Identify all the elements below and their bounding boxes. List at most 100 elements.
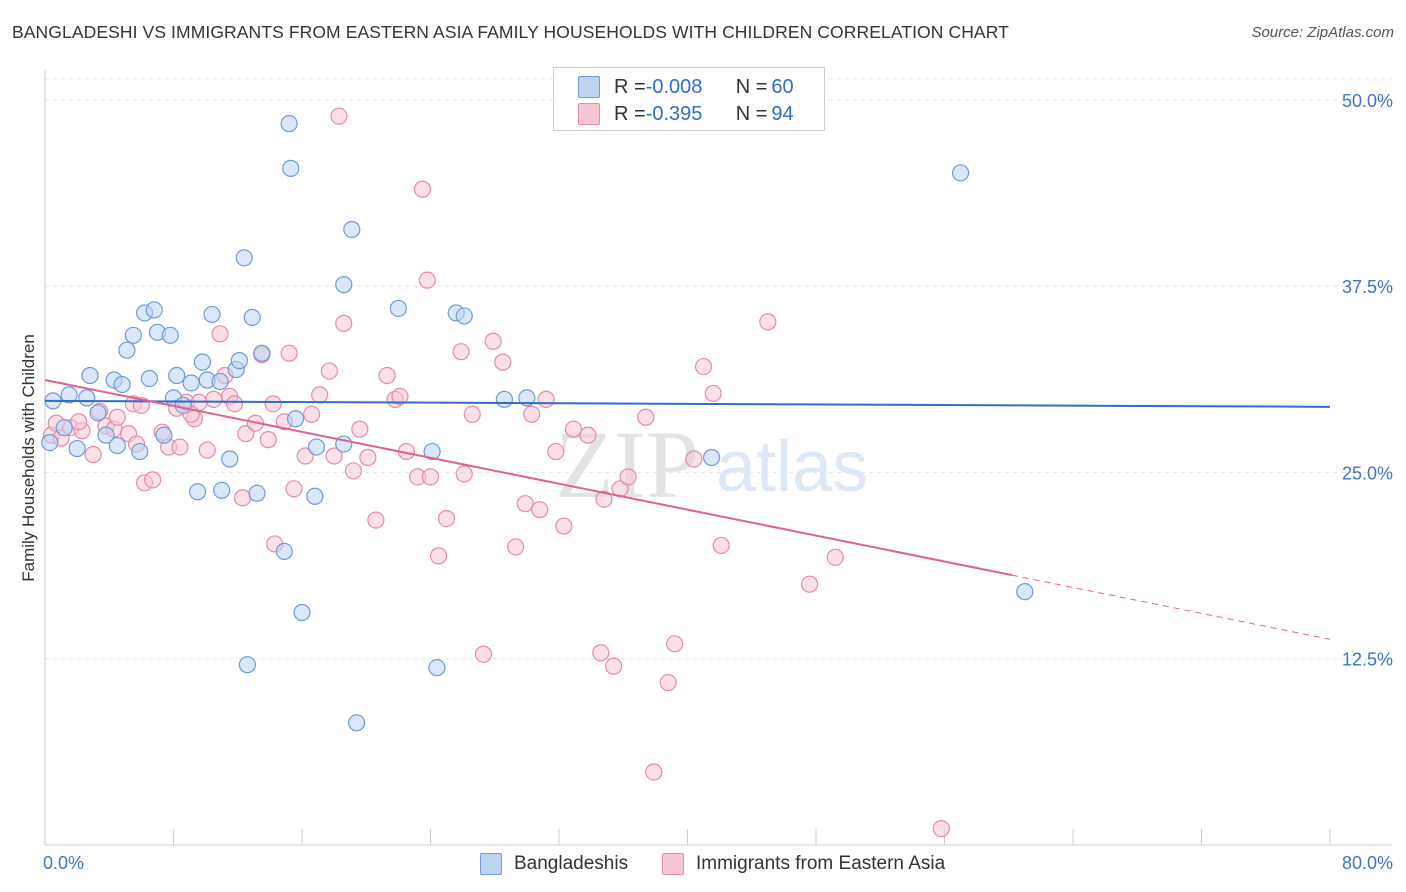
immigrants-point — [547, 442, 565, 461]
chart-source: Source: ZipAtlas.com — [1251, 24, 1394, 41]
bangladeshis-point — [518, 389, 536, 407]
series-bangladeshis-points — [41, 115, 1034, 732]
bottom-legend-immigrants: Immigrants from Eastern Asia — [662, 851, 945, 877]
legend-swatch-pink — [578, 103, 600, 125]
immigrants-point — [335, 314, 353, 332]
immigrants-point — [205, 390, 223, 408]
bangladeshis-point — [55, 419, 73, 437]
immigrants-point — [507, 538, 525, 556]
immigrants-point — [225, 395, 244, 413]
immigrants-point — [666, 635, 684, 653]
immigrants-point — [605, 657, 623, 675]
immigrants-point — [259, 431, 277, 449]
bangladeshis-point — [193, 353, 212, 371]
bottom-legend-label: Bangladeshis — [514, 853, 629, 874]
immigrants-point — [494, 353, 512, 371]
immigrants-point — [330, 107, 348, 125]
immigrants-point — [280, 344, 298, 362]
bangladeshis-point — [243, 308, 261, 327]
y-tick-label: 50.0% — [1342, 91, 1393, 111]
immigrants-point — [413, 180, 432, 198]
bangladeshis-point — [702, 448, 721, 467]
immigrants-point — [391, 387, 409, 405]
legend-r-label: R = — [614, 75, 646, 98]
immigrants-trend-line — [44, 379, 1013, 577]
immigrants-point — [264, 395, 282, 413]
trend-lines — [44, 379, 1331, 640]
x-tick-label: 0.0% — [43, 853, 84, 873]
immigrants-point — [455, 465, 473, 483]
immigrants-point — [378, 366, 396, 385]
y-axis-label: Family Households with Children — [19, 334, 38, 582]
immigrants-point — [285, 480, 303, 498]
bottom-legend-swatch-blue — [480, 853, 502, 875]
immigrants-trend-line-extension — [1011, 574, 1331, 640]
immigrants-point — [579, 426, 597, 444]
immigrants-point — [704, 384, 722, 403]
bangladeshis-trend-line — [44, 399, 1331, 408]
bangladeshis-point — [211, 372, 229, 391]
bangladeshis-point — [248, 484, 266, 502]
bangladeshis-point — [174, 396, 192, 414]
immigrants-point — [645, 763, 663, 781]
tick-labels: 12.5% 25.0% 37.5% 50.0% 0.0% 80.0% — [43, 91, 1393, 873]
immigrants-point — [619, 468, 637, 486]
legend-row-bangladeshis: R = -0.008 N = 60 — [554, 73, 794, 101]
immigrants-point — [555, 517, 573, 535]
bangladeshis-point — [280, 115, 298, 133]
immigrants-point — [171, 438, 189, 456]
immigrants-point — [359, 448, 377, 467]
immigrants-point — [694, 357, 713, 376]
bangladeshis-point — [108, 436, 126, 455]
bangladeshis-point — [389, 299, 407, 318]
bangladeshis-point — [78, 389, 96, 407]
bangladeshis-point — [1016, 583, 1034, 601]
bangladeshis-point — [238, 656, 256, 674]
axes — [44, 70, 1392, 846]
bangladeshis-point — [188, 483, 207, 501]
bangladeshis-point — [306, 487, 324, 505]
y-tick-label: 37.5% — [1342, 277, 1393, 297]
bangladeshis-point — [168, 366, 186, 385]
immigrants-point — [429, 547, 448, 565]
immigrants-point — [537, 390, 555, 408]
y-tick-label: 25.0% — [1342, 463, 1393, 483]
immigrants-point — [144, 471, 162, 489]
bangladeshis-point — [343, 220, 361, 239]
bottom-legend-swatch-pink — [662, 853, 684, 875]
legend-r-value: -0.395 — [645, 102, 703, 125]
bangladeshis-point — [97, 426, 115, 444]
bangladeshis-point — [335, 276, 353, 294]
immigrants-point — [437, 510, 456, 528]
immigrants-point — [685, 450, 703, 468]
immigrants-point — [233, 489, 252, 507]
legend-n-value: 94 — [771, 102, 794, 125]
bangladeshis-point — [140, 369, 159, 388]
bangladeshis-point — [118, 341, 136, 359]
bangladeshis-point — [286, 410, 305, 428]
immigrants-point — [211, 325, 229, 343]
y-tick-label: 12.5% — [1342, 650, 1393, 670]
immigrants-point — [474, 645, 493, 663]
immigrants-point — [325, 447, 343, 465]
immigrants-point — [595, 490, 613, 508]
bangladeshis-point — [293, 603, 311, 622]
bangladeshis-point — [145, 301, 163, 319]
immigrants-point — [367, 511, 385, 529]
bangladeshis-point — [131, 442, 149, 461]
immigrants-point — [564, 420, 583, 438]
immigrants-point — [516, 495, 534, 513]
bangladeshis-point — [235, 249, 253, 267]
bangladeshis-point — [41, 433, 59, 452]
immigrants-point — [637, 408, 655, 426]
bangladeshis-point — [161, 326, 179, 344]
bottom-legend-bangladeshis: Bangladeshis — [480, 851, 628, 877]
bottom-legend-label: Immigrants from Eastern Asia — [696, 853, 946, 874]
bangladeshis-point — [253, 344, 271, 362]
bangladeshis-point — [423, 442, 441, 461]
bangladeshis-point — [951, 164, 970, 182]
legend-n-label: N = — [735, 75, 768, 98]
bangladeshis-point — [68, 439, 86, 458]
bangladeshis-point — [348, 714, 366, 732]
